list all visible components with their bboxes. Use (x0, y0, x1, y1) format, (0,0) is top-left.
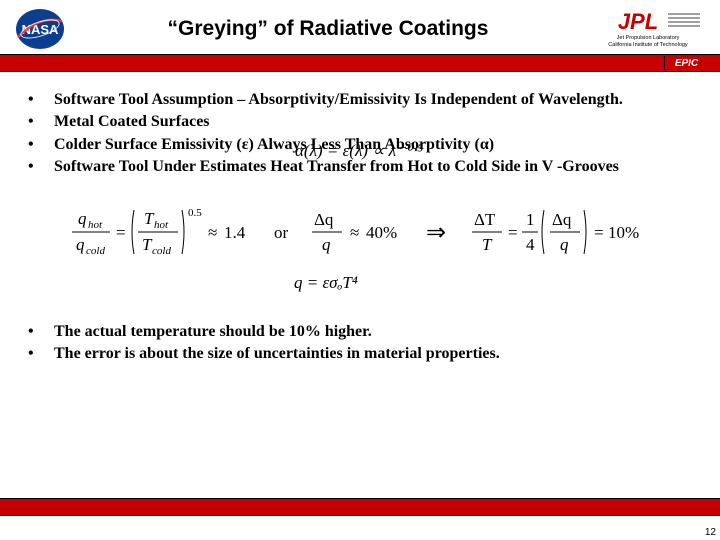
svg-text:California Institute of Techno: California Institute of Technology (608, 42, 688, 48)
svg-text:0.5: 0.5 (188, 207, 202, 219)
svg-text:40%: 40% (366, 223, 397, 242)
svg-text:4: 4 (526, 235, 535, 254)
alpha-lambda-equation: α(λ) = ε(λ) ∝ λ⁻⁰⋅⁵ (295, 138, 465, 169)
slide-header: NASA “Greying” of Radiative Coatings JPL… (0, 0, 720, 54)
nasa-logo: NASA (12, 7, 68, 51)
svg-text:α(λ) = ε(λ) ∝ λ⁻⁰⋅⁵: α(λ) = ε(λ) ∝ λ⁻⁰⋅⁵ (295, 141, 423, 160)
epic-badge: EPIC (664, 56, 708, 70)
svg-text:q: q (322, 235, 331, 254)
epic-label: EPIC (675, 58, 698, 69)
svg-text:≈: ≈ (208, 223, 217, 242)
list-item: •Metal Coated Surfaces (24, 112, 696, 132)
top-red-bar: EPIC (0, 54, 720, 72)
svg-text:=: = (594, 223, 604, 242)
svg-text:JPL: JPL (618, 9, 658, 34)
bullet-text: Software Tool Assumption – Absorptivity/… (54, 90, 696, 110)
svg-text:hot: hot (154, 219, 169, 231)
svg-text:Jet Propulsion Laboratory: Jet Propulsion Laboratory (617, 35, 680, 41)
svg-text:cold: cold (86, 245, 105, 257)
list-item: •The error is about the size of uncertai… (24, 344, 696, 364)
svg-text:q = εσₒT⁴: q = εσₒT⁴ (294, 273, 358, 292)
svg-text:=: = (508, 223, 518, 242)
bottom-red-bar (0, 498, 720, 516)
list-item: •The actual temperature should be 10% hi… (24, 322, 696, 342)
page-number: 12 (705, 527, 716, 538)
svg-text:Δq: Δq (314, 210, 334, 229)
svg-text:cold: cold (152, 245, 171, 257)
svg-text:q: q (560, 235, 569, 254)
svg-text:Δq: Δq (552, 210, 572, 229)
svg-text:⇒: ⇒ (426, 220, 446, 246)
jpl-logo: JPL Jet Propulsion Laboratory California… (588, 7, 708, 51)
svg-text:1.4: 1.4 (224, 223, 246, 242)
bullet-text: The actual temperature should be 10% hig… (54, 322, 696, 342)
svg-text:or: or (274, 223, 289, 242)
bullet-text: Metal Coated Surfaces (54, 112, 696, 132)
svg-text:q: q (76, 235, 85, 254)
slide-title: “Greying” of Radiative Coatings (68, 17, 588, 41)
svg-text:1: 1 (526, 210, 535, 229)
svg-text:T: T (482, 235, 493, 254)
list-item: •Software Tool Assumption – Absorptivity… (24, 90, 696, 110)
bullet-list-bottom: •The actual temperature should be 10% hi… (24, 322, 696, 365)
svg-text:10%: 10% (608, 223, 639, 242)
svg-text:ΔT: ΔT (474, 210, 496, 229)
bullet-text: The error is about the size of uncertain… (54, 344, 696, 364)
slide-body: •Software Tool Assumption – Absorptivity… (0, 72, 720, 365)
svg-text:hot: hot (88, 219, 103, 231)
svg-text:=: = (116, 223, 126, 242)
svg-text:≈: ≈ (350, 223, 359, 242)
equation-block: q hot q cold = T hot T cold 0.5 ≈ 1.4 or… (24, 192, 696, 308)
svg-text:q: q (78, 209, 87, 228)
